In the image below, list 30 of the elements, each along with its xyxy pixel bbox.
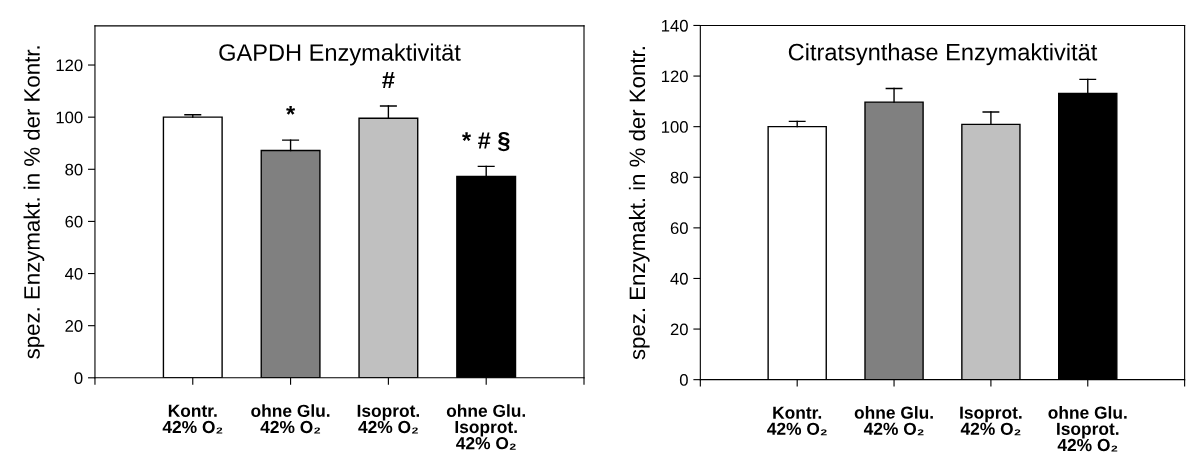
y-tick-label: 140: [661, 19, 688, 32]
y-axis-title: spez. Enzymakt. in % der Kontr.: [23, 46, 45, 359]
x-tick-label: ohne Glu. Isoprot. 42% O₂: [1048, 406, 1127, 452]
y-axis-title: spez. Enzymakt. in % der Kontr.: [628, 47, 650, 360]
x-tick-label: Kontr. 42% O₂: [767, 406, 827, 436]
text: Citratsynthase Enzymaktivität: [788, 43, 1098, 66]
x-tick-label: Isoprot. 42% O₂: [960, 406, 1022, 436]
annotation: * # §: [461, 132, 510, 152]
y-tick-label: 20: [65, 320, 83, 332]
y-tick-label: 60: [65, 215, 83, 228]
y-tick-label: 20: [670, 323, 688, 336]
y-tick-label: 40: [65, 267, 83, 280]
x-tick-label: ohne Glu. 42% O₂: [251, 404, 330, 434]
y-tick-label: 120: [661, 70, 688, 83]
y-tick-label: 60: [670, 222, 688, 235]
x-tick-label: ohne Glu. 42% O₂: [854, 406, 933, 436]
annotation: *: [286, 105, 296, 115]
y-tick-label: 80: [65, 163, 83, 176]
annotation: #: [382, 71, 395, 89]
y-tick-label: 40: [670, 272, 688, 285]
x-tick-label: Kontr. 42% O₂: [162, 404, 223, 434]
y-tick-label: 0: [74, 372, 83, 385]
y-tick-label: 100: [661, 121, 688, 133]
x-tick-label: ohne Glu. Isoprot. 42% O₂: [446, 404, 526, 450]
y-tick-label: 100: [56, 111, 83, 124]
x-tick-label: Isoprot. 42% O₂: [357, 404, 420, 434]
y-tick-label: 120: [56, 59, 83, 72]
text: GAPDH Enzymaktivität: [219, 43, 461, 66]
y-tick-label: 0: [679, 374, 688, 386]
y-tick-label: 80: [670, 171, 688, 184]
